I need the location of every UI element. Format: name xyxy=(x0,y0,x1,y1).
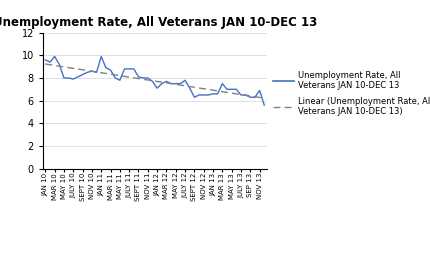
Title: Unemployment Rate, All Veterans JAN 10-DEC 13: Unemployment Rate, All Veterans JAN 10-D… xyxy=(0,16,317,29)
Legend: Unemployment Rate, All
Veterans JAN 10-DEC 13, Linear (Unemployment Rate, All
Ve: Unemployment Rate, All Veterans JAN 10-D… xyxy=(273,71,430,116)
